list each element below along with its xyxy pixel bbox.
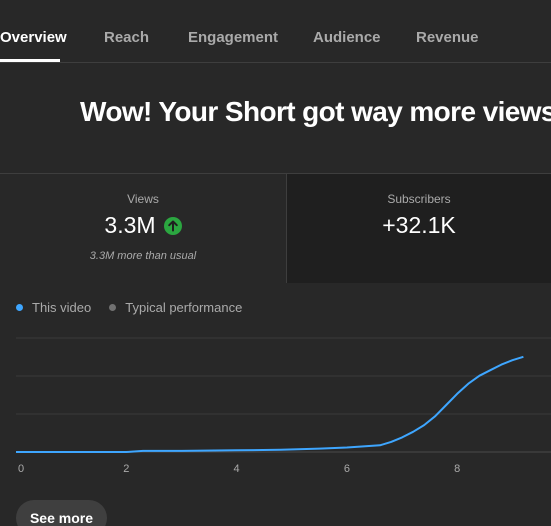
views-value-row: 3.3M [0, 212, 286, 239]
this-video-dot-icon [16, 304, 23, 311]
page-headline: Wow! Your Short got way more views a [80, 96, 551, 127]
arrow-up-circle-icon [163, 216, 182, 235]
views-comparison-note: 3.3M more than usual [89, 250, 197, 262]
x-tick-label: 4 [234, 463, 240, 475]
subscribers-metric-card[interactable]: Subscribers +32.1K [287, 174, 551, 283]
views-metric-card[interactable]: Views 3.3M 3.3M more than usual [0, 174, 287, 283]
legend-typical-label: Typical performance [125, 300, 243, 315]
views-value: 3.3M [104, 212, 156, 238]
see-more-button[interactable]: See more [16, 500, 107, 526]
metric-cards: Views 3.3M 3.3M more than usual Subscrib… [0, 173, 551, 283]
views-line-chart: 0 2 4 6 8 [16, 337, 551, 475]
analytics-tabs: Overview Reach Engagement Audience Reven… [0, 0, 551, 63]
tab-engagement[interactable]: Engagement [188, 29, 279, 46]
chart-legend: This video Typical performance [16, 300, 260, 315]
subscribers-value-row: +32.1K [287, 212, 551, 239]
typical-dot-icon [109, 304, 117, 311]
legend-this-video: This video [16, 300, 91, 315]
x-tick-label: 2 [123, 463, 129, 475]
subscribers-value: +32.1K [382, 212, 456, 238]
series-line-this-video [16, 355, 524, 453]
tab-reach[interactable]: Reach [104, 29, 150, 46]
x-tick-label: 8 [454, 463, 460, 475]
tab-audience[interactable]: Audience [313, 29, 381, 46]
active-tab-indicator [0, 59, 60, 62]
legend-this-video-label: This video [32, 300, 92, 315]
views-label: Views [127, 192, 159, 206]
x-tick-label: 0 [18, 463, 24, 475]
tab-overview[interactable]: Overview [0, 29, 67, 46]
x-tick-label: 6 [344, 463, 350, 475]
subscribers-label: Subscribers [387, 192, 451, 206]
tab-revenue[interactable]: Revenue [416, 29, 479, 46]
legend-typical: Typical performance [109, 300, 242, 315]
